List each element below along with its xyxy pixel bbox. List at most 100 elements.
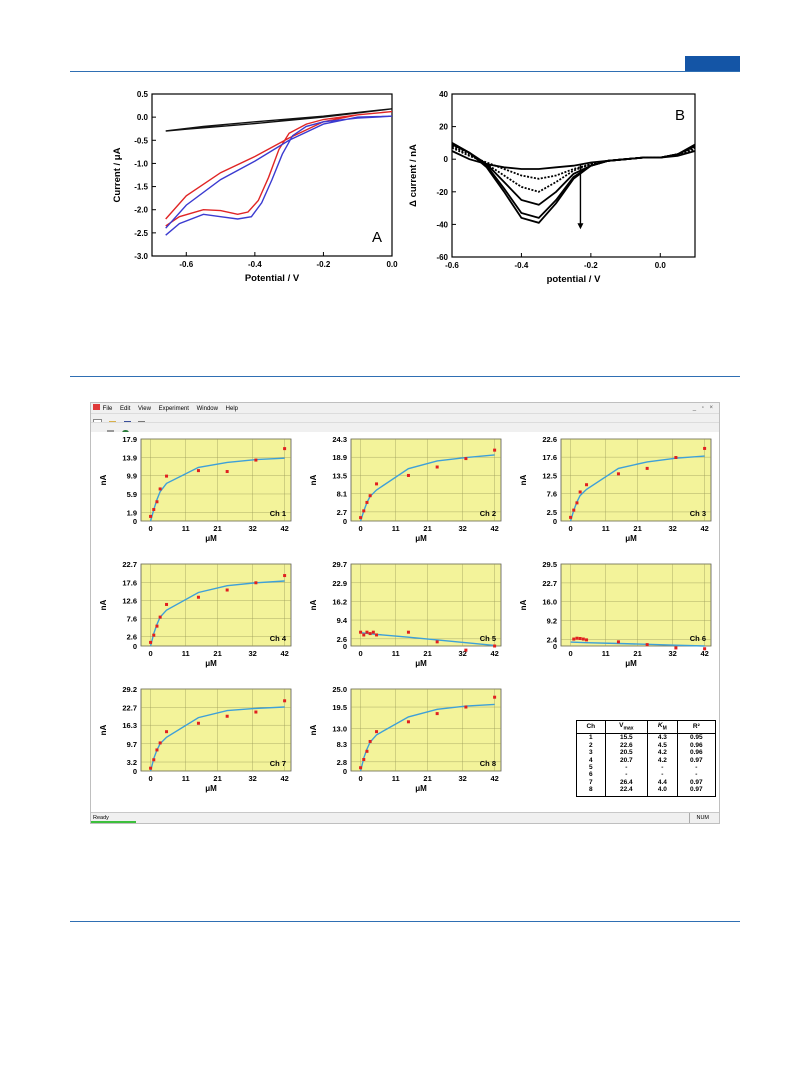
bottom-rule (70, 921, 740, 922)
y-tick-label: 0 (343, 517, 347, 526)
data-point (165, 474, 169, 478)
data-point (674, 646, 678, 650)
chart-differential-current: 40 20 0 -20 -40 -60-0.6 -0.4 -0.2 0.0 potential /… (408, 90, 696, 285)
y-tick-label: 3.2 (127, 758, 137, 767)
chart-cyclic-voltammogram: 0.5 0.0 -0.5 -1.0 -1.5 -2.0 -2.5 -3.0 -0.6 -0.4 -0… (112, 90, 398, 284)
data-point (283, 574, 287, 578)
table-cell: 1 (576, 733, 606, 742)
menu-experiment[interactable]: Experiment (158, 406, 189, 412)
menu-help[interactable]: Help (225, 406, 238, 412)
data-point (196, 721, 200, 725)
y-tick-label: -1.5 (134, 183, 148, 192)
y-tick-label: 0 (133, 517, 137, 526)
data-point (435, 712, 439, 716)
menu-window[interactable]: Window (196, 406, 218, 412)
data-point (578, 636, 582, 640)
data-point (464, 648, 468, 652)
plot-background (350, 563, 502, 647)
num-lock-indicator: NUM (689, 813, 709, 823)
channel-label: Ch 6 (690, 634, 706, 643)
header-tab (685, 56, 740, 71)
data-point (359, 516, 363, 520)
x-tick-label: 42 (280, 524, 288, 533)
data-point (464, 705, 468, 709)
y-tick-label: -60 (436, 253, 448, 262)
x-tick-label: 0 (148, 524, 152, 533)
x-axis-label: μM (205, 659, 217, 668)
data-point (406, 720, 410, 724)
table-cell: 0.96 (689, 749, 703, 757)
x-tick-label: 0 (568, 524, 572, 533)
data-point (616, 472, 620, 476)
y-tick-label: 9.4 (337, 616, 348, 625)
table-row: 8 22.4 4.0 0.97 (576, 786, 716, 797)
x-tick-label: 32 (459, 774, 467, 783)
data-point (165, 730, 169, 734)
header-km: KM (647, 720, 678, 735)
table-cell: 0.96 (689, 741, 703, 749)
table-cell: 6 (576, 771, 606, 779)
plot-background (350, 438, 502, 522)
x-axis-label: μM (415, 784, 427, 793)
fit-line (149, 457, 285, 522)
menu-file[interactable]: File (102, 406, 113, 412)
top-rule (70, 71, 740, 72)
data-point (365, 749, 369, 753)
y-tick-label: 0 (343, 767, 347, 776)
y-tick-label: 9.7 (127, 740, 137, 749)
kinetics-table: Ch Vmax KM R² 1 15.5 4.3 0.95 2 22.6 4.5 0.96 3 2… (576, 720, 716, 797)
y-tick-label: 13.0 (332, 724, 347, 733)
window-controls[interactable]: _ ▫ × (692, 405, 715, 411)
data-point (585, 638, 589, 642)
menu-view[interactable]: View (138, 406, 151, 412)
table-cell: - (695, 771, 698, 779)
y-axis-label: nA (309, 474, 318, 485)
data-point (645, 643, 649, 647)
data-point (283, 447, 287, 451)
arrow-head (577, 223, 584, 230)
y-axis-label: nA (99, 724, 108, 735)
table-row: 3 20.5 4.2 0.96 (576, 749, 716, 757)
chart-area: 0 1.9 5.9 9.9 13.9 17.9 0 11 21 32 42 μM nA Ch 1 0 2.7… (91, 432, 719, 814)
x-tick-label: 11 (182, 649, 190, 658)
y-axis-label: Current / μA (112, 147, 123, 202)
y-tick-label: -3.0 (134, 252, 148, 261)
table-cell: 20.5 (605, 749, 649, 757)
x-tick-label: 11 (602, 649, 610, 658)
channel-label: Ch 8 (480, 759, 496, 768)
data-point (375, 482, 379, 486)
fit-line (570, 641, 705, 647)
y-tick-label: 0 (553, 642, 557, 651)
x-axis-label: μM (415, 659, 427, 668)
y-tick-label: 2.4 (547, 635, 558, 644)
y-tick-label: 2.5 (547, 508, 557, 517)
y-tick-label: 2.6 (337, 635, 347, 644)
software-window: File Edit View Experiment Window Help _ … (90, 402, 720, 824)
plot-background (140, 438, 292, 522)
data-point (359, 630, 363, 634)
data-point (493, 644, 497, 648)
data-point (359, 766, 363, 770)
menu-bar: File Edit View Experiment Window Help _ … (91, 403, 719, 413)
x-tick-label: 42 (280, 774, 288, 783)
y-axis-label: nA (309, 599, 318, 610)
y-tick-label: 20 (439, 123, 448, 132)
x-axis-label: μM (205, 534, 217, 543)
menu-edit[interactable]: Edit (120, 406, 131, 412)
y-tick-label: 29.5 (542, 560, 557, 569)
table-row: 2 22.6 4.5 0.96 (576, 741, 716, 750)
x-tick-label: 0 (358, 774, 362, 783)
series-line (165, 115, 393, 236)
data-point (703, 647, 707, 651)
x-axis-label: μM (415, 534, 427, 543)
data-point (435, 640, 439, 644)
data-point (196, 469, 200, 473)
plot-background (140, 688, 292, 772)
x-tick-label: 0 (358, 649, 362, 658)
y-tick-label: 25.0 (332, 685, 347, 694)
y-tick-label: 7.6 (547, 489, 557, 498)
channel-label: Ch 1 (270, 509, 286, 518)
x-tick-label: 42 (490, 774, 498, 783)
data-point (158, 615, 162, 619)
x-tick-label: 42 (280, 649, 288, 658)
